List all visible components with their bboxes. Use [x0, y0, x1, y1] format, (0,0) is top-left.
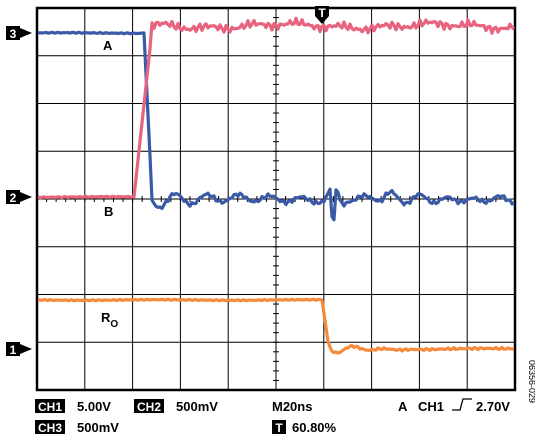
- trace-label: B: [104, 204, 113, 219]
- channel-marker-label: 1: [10, 343, 17, 357]
- channel-label: CH3: [38, 421, 62, 435]
- trigger-level: 2.70V: [476, 399, 510, 414]
- trace-b: [37, 16, 516, 200]
- trigger-position-label: T: [275, 421, 283, 435]
- label-box: [35, 399, 65, 413]
- label-box: [134, 399, 164, 413]
- label-box: [35, 420, 65, 434]
- trace-label-sub: O: [110, 319, 118, 330]
- channel-marker: 3: [6, 26, 32, 41]
- timebase: M20ns: [272, 399, 312, 414]
- label-box: [272, 420, 286, 434]
- trigger-mode: A: [398, 399, 408, 414]
- trigger-marker-label: T: [318, 6, 326, 20]
- trigger-marker: T: [315, 6, 329, 24]
- channel-label: CH1: [38, 400, 62, 414]
- channel-marker-label: 2: [10, 191, 17, 205]
- figure-id: 06356-029: [527, 360, 535, 403]
- channel-marker-label: 3: [10, 27, 17, 41]
- trigger-source: CH1: [418, 399, 444, 414]
- channel-scale: 500mV: [176, 399, 218, 414]
- channel-marker: 1: [6, 342, 32, 357]
- channel-scale: 500mV: [77, 420, 119, 435]
- trace-label-main: R: [101, 310, 111, 325]
- trigger-position: 60.80%: [292, 420, 337, 435]
- trigger-slope-icon: [452, 398, 472, 411]
- trace-a: [37, 30, 515, 222]
- channel-marker: 2: [6, 190, 32, 205]
- trace-label: RO: [101, 310, 118, 330]
- channel-label: CH2: [137, 400, 161, 414]
- screen-border: [35, 6, 517, 392]
- trace-label: A: [103, 38, 113, 53]
- trace-ro: [37, 297, 515, 355]
- channel-scale: 5.00V: [77, 399, 111, 414]
